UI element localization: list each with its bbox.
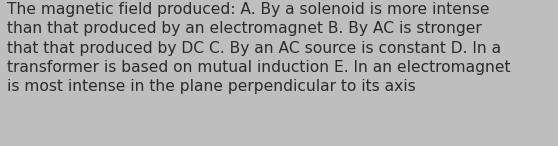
Text: The magnetic field produced: A. By a solenoid is more intense
than that produced: The magnetic field produced: A. By a sol… bbox=[7, 2, 511, 94]
